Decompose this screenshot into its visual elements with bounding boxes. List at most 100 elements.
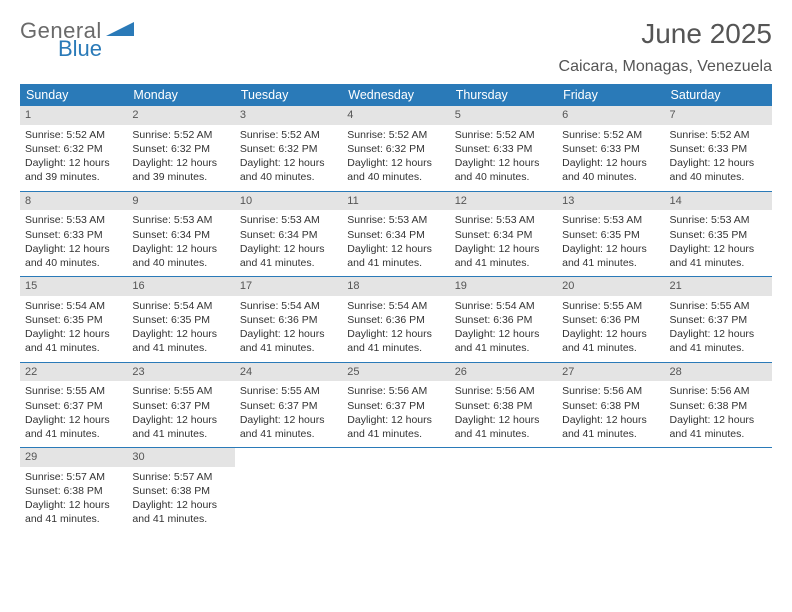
day-number: 7 <box>665 106 772 125</box>
day-number: 20 <box>557 277 664 296</box>
weekday-header: Thursday <box>450 84 557 106</box>
calendar-header: SundayMondayTuesdayWednesdayThursdayFrid… <box>20 84 772 106</box>
day-number: 13 <box>557 192 664 211</box>
calendar-day-cell: 25Sunrise: 5:56 AMSunset: 6:37 PMDayligh… <box>342 362 449 448</box>
day-number: 25 <box>342 363 449 382</box>
day-number: 3 <box>235 106 342 125</box>
calendar-day-cell: .. <box>450 448 557 533</box>
day-number: 2 <box>127 106 234 125</box>
day-info: Sunrise: 5:55 AMSunset: 6:37 PMDaylight:… <box>20 381 127 447</box>
calendar-day-cell: 21Sunrise: 5:55 AMSunset: 6:37 PMDayligh… <box>665 277 772 363</box>
calendar-day-cell: 7Sunrise: 5:52 AMSunset: 6:33 PMDaylight… <box>665 106 772 191</box>
day-info: Sunrise: 5:56 AMSunset: 6:38 PMDaylight:… <box>557 381 664 447</box>
day-number: 28 <box>665 363 772 382</box>
day-info: Sunrise: 5:53 AMSunset: 6:33 PMDaylight:… <box>20 210 127 276</box>
day-info: Sunrise: 5:53 AMSunset: 6:35 PMDaylight:… <box>557 210 664 276</box>
calendar-day-cell: 28Sunrise: 5:56 AMSunset: 6:38 PMDayligh… <box>665 362 772 448</box>
calendar-day-cell: 30Sunrise: 5:57 AMSunset: 6:38 PMDayligh… <box>127 448 234 533</box>
calendar-week-row: 15Sunrise: 5:54 AMSunset: 6:35 PMDayligh… <box>20 277 772 363</box>
title-block: June 2025 <box>641 18 772 50</box>
calendar-day-cell: 8Sunrise: 5:53 AMSunset: 6:33 PMDaylight… <box>20 191 127 277</box>
day-number: 16 <box>127 277 234 296</box>
day-info: Sunrise: 5:55 AMSunset: 6:36 PMDaylight:… <box>557 296 664 362</box>
calendar-day-cell: 11Sunrise: 5:53 AMSunset: 6:34 PMDayligh… <box>342 191 449 277</box>
day-number: 23 <box>127 363 234 382</box>
day-number: 27 <box>557 363 664 382</box>
calendar-day-cell: 3Sunrise: 5:52 AMSunset: 6:32 PMDaylight… <box>235 106 342 191</box>
day-info: Sunrise: 5:52 AMSunset: 6:32 PMDaylight:… <box>342 125 449 191</box>
day-info: Sunrise: 5:57 AMSunset: 6:38 PMDaylight:… <box>20 467 127 533</box>
weekday-header: Saturday <box>665 84 772 106</box>
calendar-day-cell: .. <box>665 448 772 533</box>
calendar-day-cell: .. <box>235 448 342 533</box>
day-number: 29 <box>20 448 127 467</box>
subheader: Blue Caicara, Monagas, Venezuela <box>20 56 772 84</box>
day-info: Sunrise: 5:53 AMSunset: 6:34 PMDaylight:… <box>342 210 449 276</box>
calendar-day-cell: 2Sunrise: 5:52 AMSunset: 6:32 PMDaylight… <box>127 106 234 191</box>
calendar-body: 1Sunrise: 5:52 AMSunset: 6:32 PMDaylight… <box>20 106 772 533</box>
day-number: 15 <box>20 277 127 296</box>
calendar-day-cell: 13Sunrise: 5:53 AMSunset: 6:35 PMDayligh… <box>557 191 664 277</box>
day-number: 30 <box>127 448 234 467</box>
calendar-week-row: 29Sunrise: 5:57 AMSunset: 6:38 PMDayligh… <box>20 448 772 533</box>
calendar-day-cell: .. <box>557 448 664 533</box>
calendar-week-row: 8Sunrise: 5:53 AMSunset: 6:33 PMDaylight… <box>20 191 772 277</box>
day-number: 19 <box>450 277 557 296</box>
day-info: Sunrise: 5:54 AMSunset: 6:36 PMDaylight:… <box>235 296 342 362</box>
day-number: 12 <box>450 192 557 211</box>
logo-text-blue: Blue <box>58 36 102 84</box>
logo-triangle-icon <box>106 20 134 43</box>
calendar-day-cell: 29Sunrise: 5:57 AMSunset: 6:38 PMDayligh… <box>20 448 127 533</box>
day-info: Sunrise: 5:52 AMSunset: 6:33 PMDaylight:… <box>450 125 557 191</box>
day-number: 5 <box>450 106 557 125</box>
weekday-header: Sunday <box>20 84 127 106</box>
day-info: Sunrise: 5:53 AMSunset: 6:34 PMDaylight:… <box>450 210 557 276</box>
day-number: 6 <box>557 106 664 125</box>
day-info: Sunrise: 5:55 AMSunset: 6:37 PMDaylight:… <box>235 381 342 447</box>
day-number: 14 <box>665 192 772 211</box>
calendar-day-cell: 5Sunrise: 5:52 AMSunset: 6:33 PMDaylight… <box>450 106 557 191</box>
day-info: Sunrise: 5:52 AMSunset: 6:32 PMDaylight:… <box>127 125 234 191</box>
calendar-day-cell: 14Sunrise: 5:53 AMSunset: 6:35 PMDayligh… <box>665 191 772 277</box>
day-info: Sunrise: 5:56 AMSunset: 6:37 PMDaylight:… <box>342 381 449 447</box>
calendar-week-row: 22Sunrise: 5:55 AMSunset: 6:37 PMDayligh… <box>20 362 772 448</box>
day-number: 10 <box>235 192 342 211</box>
day-info: Sunrise: 5:56 AMSunset: 6:38 PMDaylight:… <box>450 381 557 447</box>
day-number: 9 <box>127 192 234 211</box>
day-info: Sunrise: 5:52 AMSunset: 6:33 PMDaylight:… <box>557 125 664 191</box>
calendar-day-cell: .. <box>342 448 449 533</box>
day-info: Sunrise: 5:52 AMSunset: 6:32 PMDaylight:… <box>20 125 127 191</box>
calendar-day-cell: 20Sunrise: 5:55 AMSunset: 6:36 PMDayligh… <box>557 277 664 363</box>
calendar-day-cell: 12Sunrise: 5:53 AMSunset: 6:34 PMDayligh… <box>450 191 557 277</box>
header: General June 2025 <box>20 18 772 50</box>
day-number: 8 <box>20 192 127 211</box>
day-number: 17 <box>235 277 342 296</box>
location-text: Caicara, Monagas, Venezuela <box>559 58 772 76</box>
weekday-header: Tuesday <box>235 84 342 106</box>
calendar-week-row: 1Sunrise: 5:52 AMSunset: 6:32 PMDaylight… <box>20 106 772 191</box>
day-number: 24 <box>235 363 342 382</box>
day-number: 1 <box>20 106 127 125</box>
day-info: Sunrise: 5:53 AMSunset: 6:35 PMDaylight:… <box>665 210 772 276</box>
weekday-header: Monday <box>127 84 234 106</box>
day-number: 22 <box>20 363 127 382</box>
day-info: Sunrise: 5:54 AMSunset: 6:35 PMDaylight:… <box>127 296 234 362</box>
day-info: Sunrise: 5:55 AMSunset: 6:37 PMDaylight:… <box>127 381 234 447</box>
day-info: Sunrise: 5:54 AMSunset: 6:35 PMDaylight:… <box>20 296 127 362</box>
day-number: 18 <box>342 277 449 296</box>
day-info: Sunrise: 5:55 AMSunset: 6:37 PMDaylight:… <box>665 296 772 362</box>
page-title: June 2025 <box>641 18 772 50</box>
calendar-day-cell: 15Sunrise: 5:54 AMSunset: 6:35 PMDayligh… <box>20 277 127 363</box>
day-info: Sunrise: 5:56 AMSunset: 6:38 PMDaylight:… <box>665 381 772 447</box>
weekday-header: Wednesday <box>342 84 449 106</box>
day-number: 11 <box>342 192 449 211</box>
day-info: Sunrise: 5:53 AMSunset: 6:34 PMDaylight:… <box>127 210 234 276</box>
calendar-day-cell: 6Sunrise: 5:52 AMSunset: 6:33 PMDaylight… <box>557 106 664 191</box>
calendar-day-cell: 16Sunrise: 5:54 AMSunset: 6:35 PMDayligh… <box>127 277 234 363</box>
day-info: Sunrise: 5:54 AMSunset: 6:36 PMDaylight:… <box>342 296 449 362</box>
day-info: Sunrise: 5:52 AMSunset: 6:33 PMDaylight:… <box>665 125 772 191</box>
calendar-day-cell: 24Sunrise: 5:55 AMSunset: 6:37 PMDayligh… <box>235 362 342 448</box>
calendar-day-cell: 10Sunrise: 5:53 AMSunset: 6:34 PMDayligh… <box>235 191 342 277</box>
calendar-day-cell: 17Sunrise: 5:54 AMSunset: 6:36 PMDayligh… <box>235 277 342 363</box>
calendar-day-cell: 22Sunrise: 5:55 AMSunset: 6:37 PMDayligh… <box>20 362 127 448</box>
